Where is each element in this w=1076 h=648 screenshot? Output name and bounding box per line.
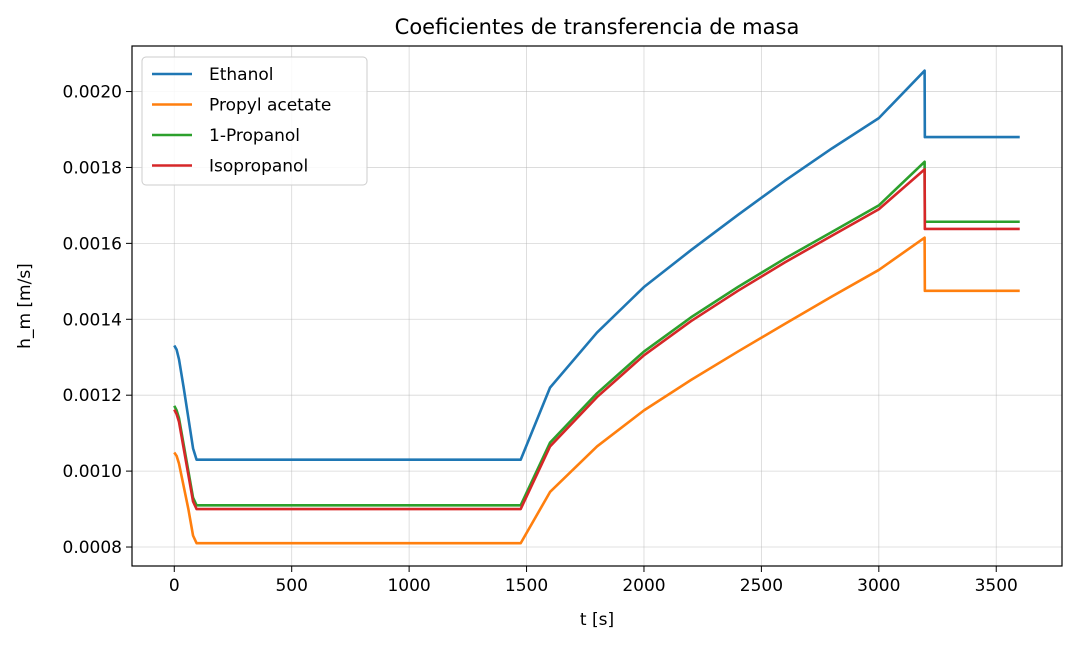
series-line-ethanol <box>173 69 1020 462</box>
chart-title: Coeficientes de transferencia de masa <box>395 15 800 39</box>
series-lines <box>173 69 1020 545</box>
x-axis-label: t [s] <box>580 610 614 630</box>
x-tick-label: 1500 <box>505 576 548 596</box>
y-tick-label: 0.0018 <box>63 158 122 178</box>
x-tick-label: 2500 <box>740 576 783 596</box>
x-tick-label: 0 <box>169 576 180 596</box>
y-tick-label: 0.0010 <box>63 462 122 482</box>
y-tick-label: 0.0016 <box>63 234 122 254</box>
x-tick-label: 2000 <box>622 576 665 596</box>
plot-frame <box>131 45 1063 567</box>
legend-label: Isopropanol <box>209 157 308 177</box>
y-tick-label: 0.0008 <box>63 538 122 558</box>
x-tick-label: 1000 <box>387 576 430 596</box>
series-line-isopropanol <box>173 168 1020 511</box>
x-tick-label: 500 <box>275 576 307 596</box>
legend-label: 1-Propanol <box>209 126 300 146</box>
y-axis-label: h_m [m/s] <box>15 263 35 349</box>
grid <box>132 46 1062 566</box>
y-tick-label: 0.0012 <box>63 386 122 406</box>
x-tick-label: 3500 <box>975 576 1018 596</box>
axis-ticks: 0 500 1000 1500 2000 2500 3000 3500 0.0008 0.0010… <box>63 83 1018 596</box>
y-tick-label: 0.0020 <box>63 83 122 103</box>
x-tick-label: 3000 <box>857 576 900 596</box>
y-tick-label: 0.0014 <box>63 310 122 330</box>
legend-label: Propyl acetate <box>209 96 331 116</box>
legend-box <box>141 56 368 186</box>
legend-label: Ethanol <box>209 65 274 85</box>
series-line-propyl-acetate <box>173 236 1020 545</box>
legend: Ethanol Propyl acetate 1-Propanol Isopropan… <box>141 56 368 186</box>
